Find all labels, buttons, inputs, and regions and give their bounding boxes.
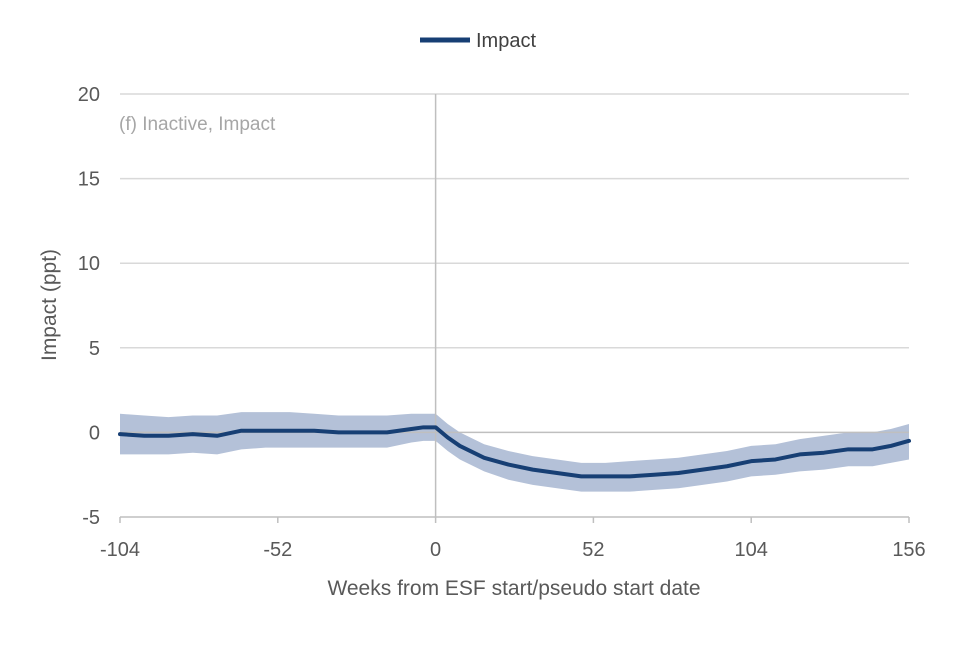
y-axis-title: Impact (ppt) [38,249,61,361]
x-tick-label-156: 156 [892,539,925,561]
x-tick-label--52: -52 [263,539,292,561]
y-tick-label-15: 15 [78,169,100,191]
confidence-band-layer [120,412,909,492]
y-tick-label-10: 10 [78,253,100,275]
series-layer [118,425,911,479]
x-tick-label-104: 104 [735,539,768,561]
gridlines [120,93,909,349]
y-tick-label--5: -5 [82,507,100,529]
x-tick-label--104: -104 [100,539,140,561]
tick-labels: -5 0 5 10 15 20 -104 -52 0 52 104 156 [78,84,926,561]
series-line-impact [118,425,911,479]
panel-label: (f) Inactive, Impact [119,114,276,135]
legend: Impact [420,30,536,52]
y-tick-label-5: 5 [89,338,100,360]
y-tick-label-20: 20 [78,84,100,106]
legend-label-impact: Impact [476,30,536,52]
x-axis-title: Weeks from ESF start/pseudo start date [327,577,700,600]
x-tick-label-0: 0 [430,539,441,561]
y-tick-label-0: 0 [89,422,100,444]
confidence-band-impact [120,412,909,492]
x-tick-label-52: 52 [582,539,604,561]
